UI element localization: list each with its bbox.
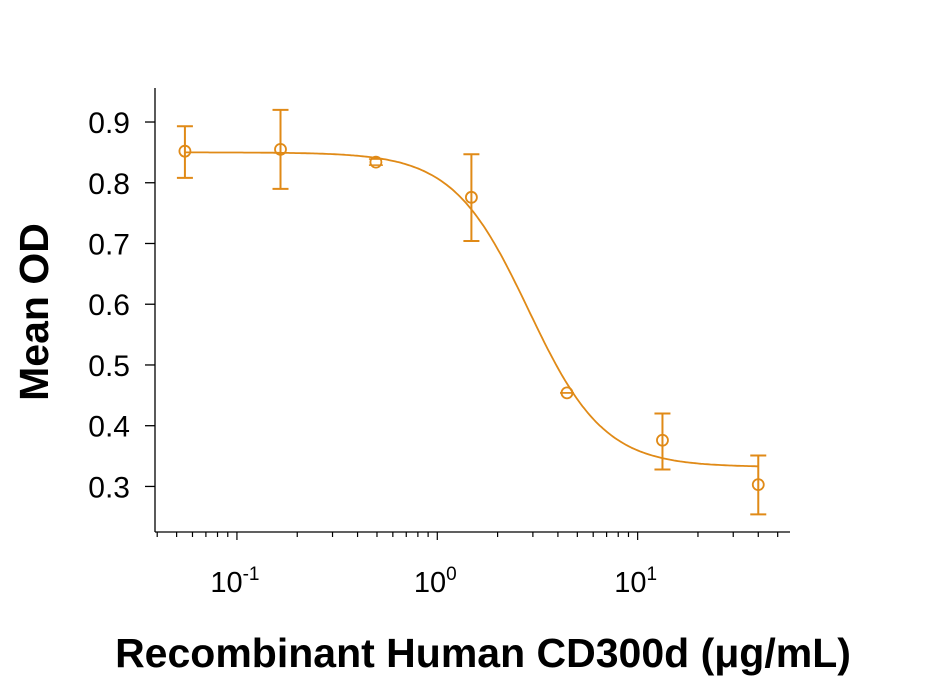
y-tick-label: 0.6 — [88, 289, 130, 322]
data-point — [369, 155, 383, 169]
y-axis-label: Mean OD — [11, 223, 57, 401]
x-axis-label: Recombinant Human CD300d (μg/mL) — [115, 630, 851, 676]
data-point-group — [463, 153, 480, 243]
axes — [154, 88, 790, 533]
data-point — [656, 433, 669, 447]
data-point — [465, 190, 478, 204]
y-tick-label: 0.3 — [88, 471, 130, 504]
y-tick-label: 0.4 — [88, 411, 130, 444]
x-tick-label: 10-1 — [210, 564, 259, 599]
data-point-group — [559, 386, 574, 400]
data-point — [178, 144, 192, 158]
x-tick-label: 101 — [614, 564, 657, 599]
data-point-group — [368, 155, 383, 169]
x-tick-label: 100 — [414, 564, 457, 599]
data-point — [751, 478, 765, 492]
ticks: 0.3 0.4 0.5 0.6 0.7 0.8 0.9 10-1 100 101 — [88, 107, 779, 599]
data-point-group — [654, 412, 671, 471]
y-tick-label: 0.5 — [88, 350, 130, 383]
y-tick-label: 0.8 — [88, 168, 130, 201]
data-points — [176, 108, 767, 516]
data-point — [560, 386, 574, 400]
data-point — [274, 142, 287, 156]
data-point-group — [176, 125, 193, 179]
y-tick-label: 0.9 — [88, 107, 130, 140]
data-point-group — [272, 108, 289, 190]
y-tick-label: 0.7 — [88, 228, 130, 261]
data-point-group — [750, 454, 767, 516]
